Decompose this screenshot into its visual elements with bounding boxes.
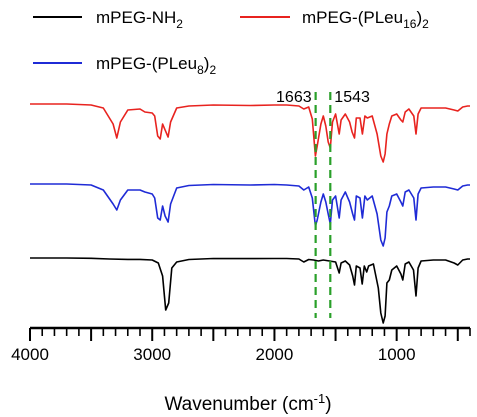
legend-label-mpeg-pleu16-close: ): [416, 8, 422, 27]
series-layer: [30, 103, 470, 324]
legend-label-mpeg-nh2-main: mPEG-NH: [96, 8, 176, 27]
legend-label-mpeg-pleu8-main: mPEG-(PLeu: [96, 54, 197, 73]
x-tick-label-4000: 4000: [11, 345, 49, 364]
legend-item-mpeg-pleu8: mPEG-(PLeu8)2: [33, 54, 216, 77]
legend-label-mpeg-nh2: mPEG-NH2: [96, 8, 183, 31]
x-tick-label-1000: 1000: [378, 345, 416, 364]
legend: mPEG-NH2 mPEG-(PLeu16)2 mPEG-(PLeu8)2: [33, 8, 429, 77]
x-tick-label-2000: 2000: [256, 345, 294, 364]
series-line-1: [30, 103, 470, 163]
x-axis-title-close: ): [325, 394, 331, 415]
annotation-label-1543: 1543: [334, 89, 370, 106]
legend-item-mpeg-pleu16: mPEG-(PLeu16)2: [240, 8, 429, 31]
series-line-2: [30, 183, 470, 247]
x-axis-title-sup: -1: [314, 391, 326, 406]
legend-label-mpeg-pleu8-close: ): [204, 54, 210, 73]
legend-label-mpeg-pleu16-main: mPEG-(PLeu: [302, 8, 403, 27]
x-tick-label-3000: 3000: [133, 345, 171, 364]
x-axis-title: Wavenumber (cm-1): [164, 391, 331, 415]
annotation-layer: 1663 1543: [276, 89, 370, 318]
legend-item-mpeg-nh2: mPEG-NH2: [33, 8, 183, 31]
series-line-0: [30, 257, 470, 324]
legend-label-mpeg-nh2-sub: 2: [176, 17, 183, 31]
annotation-label-1663: 1663: [276, 89, 312, 106]
x-axis: 4000 3000 2000 1000: [11, 326, 471, 364]
legend-label-mpeg-pleu8: mPEG-(PLeu8)2: [96, 54, 216, 77]
legend-label-mpeg-pleu16-sub: 16: [403, 17, 417, 31]
legend-label-mpeg-pleu8-sub2: 2: [209, 63, 216, 77]
legend-label-mpeg-pleu16-sub2: 2: [422, 17, 429, 31]
legend-label-mpeg-pleu16: mPEG-(PLeu16)2: [302, 8, 429, 31]
legend-label-mpeg-pleu8-sub: 8: [197, 63, 204, 77]
x-axis-title-main: Wavenumber (cm: [164, 394, 313, 415]
